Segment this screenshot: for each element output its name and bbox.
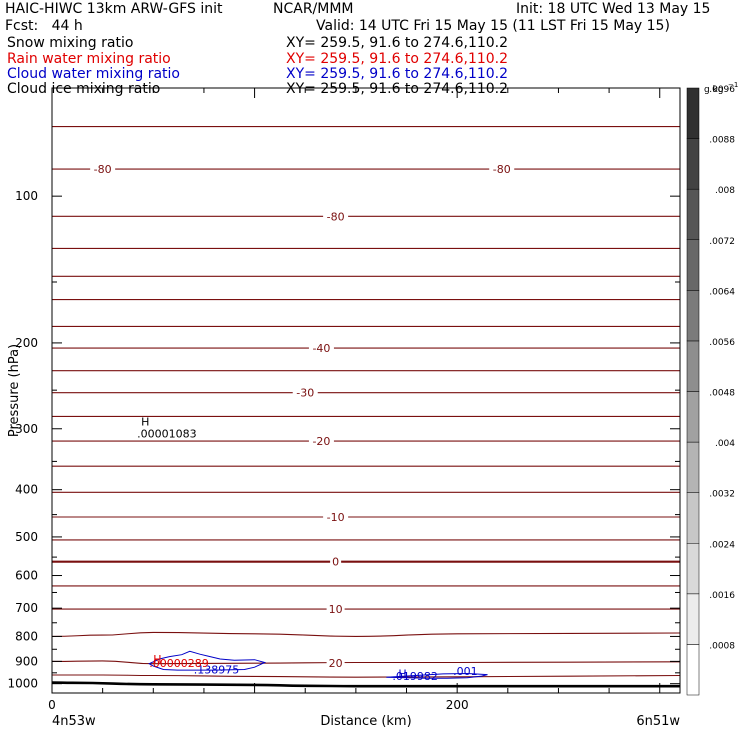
valid-time: Valid: 14 UTC Fri 15 May 15 (11 LST Fri … bbox=[316, 18, 670, 34]
colorbar-box-3 bbox=[686, 492, 700, 544]
colorbar-label-8: .0072 bbox=[709, 237, 735, 247]
temperature-label-bg-9 bbox=[326, 657, 345, 670]
colorbar-label-9: .008 bbox=[715, 186, 735, 196]
temperature-label-7: 0 bbox=[332, 556, 339, 569]
temperature-label-9: 20 bbox=[329, 657, 343, 670]
colorbar-label-3: .0032 bbox=[709, 490, 735, 500]
y-tick-label-800: 800 bbox=[15, 629, 38, 643]
cloud-water-label-2: .001 bbox=[453, 665, 478, 678]
terrain-line bbox=[51, 681, 680, 688]
x-axis-label: Distance (km) bbox=[320, 714, 411, 729]
temperature-label-bg-7 bbox=[330, 555, 342, 568]
temperature-label-bg-2 bbox=[323, 210, 349, 223]
colorbar-box-5 bbox=[686, 391, 700, 443]
colorbar-label-7: .0064 bbox=[709, 287, 735, 297]
extremum-label-2: H bbox=[153, 653, 161, 666]
colorbar-box-10 bbox=[686, 138, 700, 190]
temperature-contour-labels: -80 -80 -80 -40 -30 -20 -10 0 10 20 bbox=[90, 163, 515, 670]
y-tick-label-1000: 1000 bbox=[7, 677, 38, 691]
y-tick-label-900: 900 bbox=[15, 654, 38, 668]
extremum-label-0: H bbox=[141, 416, 149, 429]
colorbar-label-5: .0048 bbox=[709, 389, 735, 399]
colorbar-box-4 bbox=[686, 441, 700, 493]
extremum-label-1: .00001083 bbox=[137, 428, 197, 441]
temperature-label-1: -80 bbox=[493, 163, 511, 176]
temperature-label-bg-3 bbox=[308, 342, 334, 355]
temperature-label-4: -30 bbox=[296, 387, 314, 400]
y-tick-label-300: 300 bbox=[15, 422, 38, 436]
colorbar-box-1 bbox=[686, 593, 700, 645]
colorbar-label-6: .0056 bbox=[709, 338, 735, 348]
cloud-water-label-1: .019982 bbox=[392, 670, 438, 683]
colorbar-label-11: .0096 bbox=[709, 85, 735, 95]
temperature-label-8: 10 bbox=[329, 603, 343, 616]
temperature-label-bg-0 bbox=[90, 163, 116, 176]
cloud-water-contours: .138975 .019982 .001 bbox=[148, 650, 488, 683]
field-name-cloud-ice: Cloud ice mixing ratio bbox=[7, 81, 161, 97]
colorbar-label-10: .0088 bbox=[709, 136, 735, 146]
temperature-contour-20 bbox=[51, 660, 681, 665]
temperature-contour-19 bbox=[51, 631, 681, 637]
temperature-label-5: -20 bbox=[312, 435, 330, 448]
y-tick-label-500: 500 bbox=[15, 530, 38, 544]
colorbar-label-2: .0024 bbox=[709, 540, 735, 550]
y-tick-label-100: 100 bbox=[15, 189, 38, 203]
colorbar-label-4: .004 bbox=[715, 439, 735, 449]
y-tick-label-700: 700 bbox=[15, 601, 38, 615]
chart-organization: NCAR/MMM bbox=[273, 1, 354, 17]
x-endpoint-right: 6n51w bbox=[636, 714, 680, 729]
init-time: Init: 18 UTC Wed 13 May 15 bbox=[516, 1, 711, 17]
temperature-label-bg-1 bbox=[489, 163, 515, 176]
colorbar-box-9 bbox=[686, 188, 700, 241]
cloud-water-contour-1 bbox=[386, 672, 488, 679]
colorbar-unit: g kg bbox=[704, 85, 724, 95]
cloud-water-contour-0 bbox=[148, 650, 267, 671]
y-tick-label-600: 600 bbox=[15, 569, 38, 583]
temperature-contours bbox=[51, 126, 681, 678]
forecast-hour: Fcst: 44 h bbox=[5, 18, 83, 34]
extremum-label-4: H bbox=[398, 667, 406, 680]
field-xy-rain: XY= 259.5, 91.6 to 274.6,110.2 bbox=[286, 51, 509, 67]
colorbar-box-2 bbox=[686, 543, 700, 595]
field-xy-cloud-ice: XY= 259.5, 91.6 to 274.6,110.2 bbox=[286, 81, 509, 97]
cloud-water-label-0: .138975 bbox=[194, 663, 240, 676]
temperature-label-3: -40 bbox=[312, 342, 330, 355]
colorbar-box-11 bbox=[686, 87, 700, 139]
field-xy-snow: XY= 259.5, 91.6 to 274.6,110.2 bbox=[286, 35, 509, 51]
colorbar-box-7 bbox=[686, 290, 700, 342]
colorbar-box-0 bbox=[686, 644, 700, 696]
temperature-label-bg-4 bbox=[292, 386, 318, 399]
colorbar-label-1: .0016 bbox=[709, 591, 735, 601]
colorbar: .0008 .0016 .0024 .0032 .004 .0048 .0056 .0064.… bbox=[686, 81, 738, 696]
extremum-label-3: .00000289 bbox=[149, 657, 209, 670]
x-tick-label-200: 200 bbox=[446, 698, 469, 712]
colorbar-unit-exponent: −1 bbox=[728, 81, 738, 89]
temperature-label-bg-6 bbox=[323, 510, 349, 523]
y-tick-label-200: 200 bbox=[15, 336, 38, 350]
chart-title: HAIC-HIWC 13km ARW-GFS init bbox=[5, 1, 223, 17]
y-tick-label-400: 400 bbox=[15, 483, 38, 497]
temperature-contour-21 bbox=[51, 674, 681, 678]
field-name-cloud-water: Cloud water mixing ratio bbox=[7, 66, 180, 82]
temperature-label-bg-8 bbox=[326, 603, 345, 616]
x-tick-label-0: 0 bbox=[48, 698, 56, 712]
temperature-label-2: -80 bbox=[327, 210, 345, 223]
plot-frame bbox=[51, 87, 681, 694]
x-endpoint-left: 4n53w bbox=[52, 714, 96, 729]
field-xy-cloud-water: XY= 259.5, 91.6 to 274.6,110.2 bbox=[286, 66, 509, 82]
colorbar-label-0: .0008 bbox=[709, 641, 735, 651]
temperature-label-6: -10 bbox=[327, 511, 345, 524]
y-axis-label: Pressure (hPa) bbox=[7, 344, 22, 437]
temperature-label-bg-5 bbox=[308, 435, 334, 448]
field-name-snow: Snow mixing ratio bbox=[7, 35, 134, 51]
colorbar-box-8 bbox=[686, 239, 700, 291]
terrain bbox=[51, 681, 680, 688]
temperature-label-0: -80 bbox=[94, 163, 112, 176]
field-name-rain: Rain water mixing ratio bbox=[7, 51, 171, 67]
colorbar-box-6 bbox=[686, 340, 700, 392]
